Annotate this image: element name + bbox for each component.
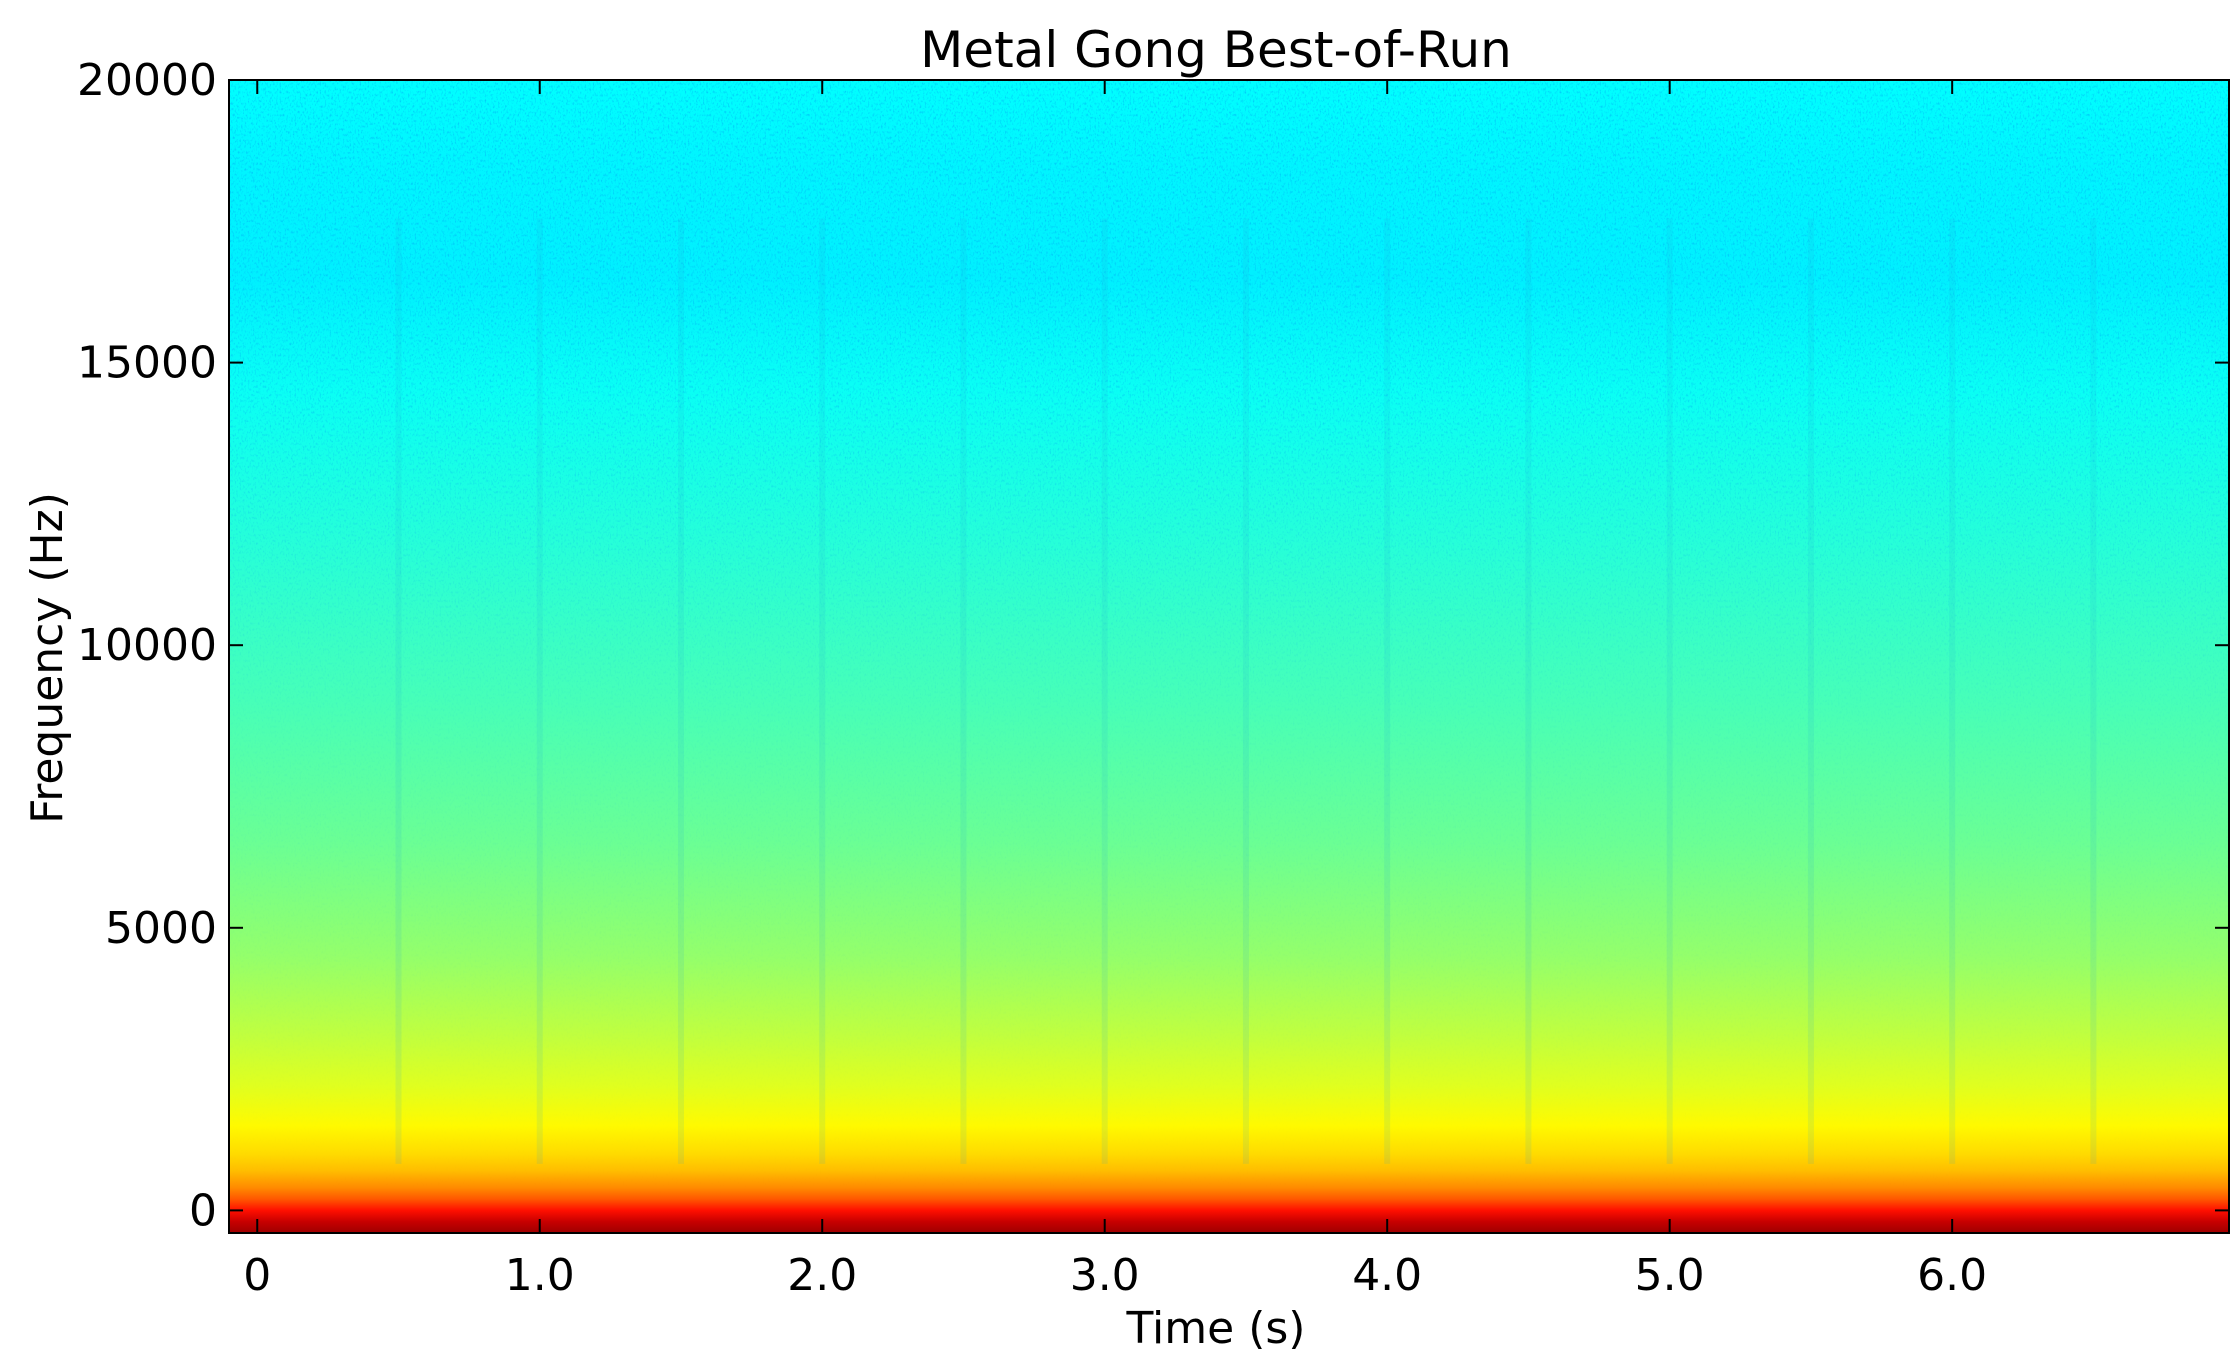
chart-title: Metal Gong Best-of-Run xyxy=(920,21,1512,79)
y-axis-label: Frequency (Hz) xyxy=(22,492,73,824)
x-axis: 0 1.0 2.0 3.0 4.0 5.0 6.0 xyxy=(243,80,1987,1301)
plot-area xyxy=(228,79,2230,1234)
x-tick-label: 3.0 xyxy=(1070,1250,1140,1301)
y-tick-label: 0 xyxy=(189,1185,217,1236)
x-tick-label: 1.0 xyxy=(505,1250,575,1301)
spectrogram-noise-texture xyxy=(229,80,2229,1233)
plot-frame xyxy=(228,79,2230,1234)
x-tick-label: 0 xyxy=(243,1250,271,1301)
x-axis-label: Time (s) xyxy=(1126,1303,1306,1354)
spectrogram-striations xyxy=(395,218,2097,1164)
x-tick-label: 2.0 xyxy=(787,1250,857,1301)
y-tick-label: 5000 xyxy=(105,903,217,954)
x-tick-label: 4.0 xyxy=(1352,1250,1422,1301)
x-tick-label: 5.0 xyxy=(1635,1250,1705,1301)
y-tick-label: 10000 xyxy=(77,620,217,671)
y-tick-label: 20000 xyxy=(77,55,217,106)
y-tick-label: 15000 xyxy=(77,338,217,389)
y-axis: 0 5000 10000 15000 20000 xyxy=(77,55,2229,1236)
x-tick-label: 6.0 xyxy=(1917,1250,1987,1301)
